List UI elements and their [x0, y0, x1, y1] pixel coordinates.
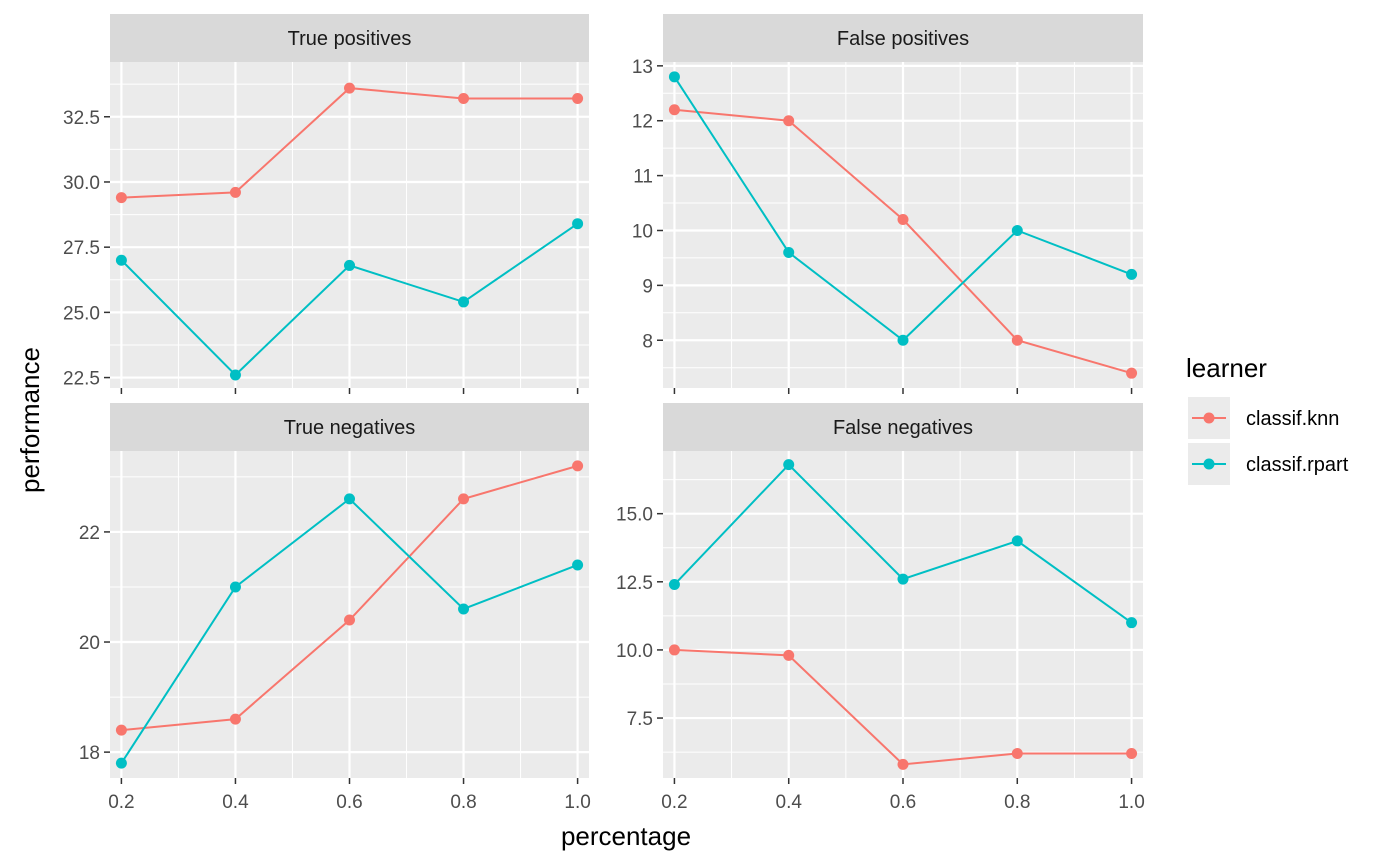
- data-point: [572, 559, 584, 571]
- panel-strip: [110, 14, 589, 62]
- panel-strip: [110, 403, 589, 451]
- data-point: [1011, 747, 1023, 759]
- y-tick-label: 20: [79, 633, 100, 654]
- y-tick-label: 10.0: [616, 641, 653, 662]
- data-point: [783, 115, 795, 127]
- panel: False negatives 7.5 10.0 12.5 15.0 0.2 0.4 0.6 0…: [616, 403, 1145, 813]
- data-point: [1126, 747, 1138, 759]
- data-point: [458, 93, 470, 105]
- panel-strip-label: True negatives: [284, 417, 416, 439]
- y-tick-label: 27.5: [63, 238, 100, 259]
- legend-entry-knn: classif.knn: [1188, 397, 1339, 439]
- data-point: [115, 757, 127, 769]
- y-tick-label: 12: [632, 112, 653, 133]
- data-point: [458, 493, 470, 505]
- data-point: [897, 334, 909, 346]
- data-point: [668, 104, 680, 116]
- panel-strip-label: False positives: [837, 28, 969, 50]
- y-tick-label: 8: [642, 331, 653, 352]
- x-tick-label: 0.6: [336, 792, 362, 813]
- panel: False positives 8 9 10 11 12 13: [632, 14, 1143, 394]
- y-tick-label: 22: [79, 523, 100, 544]
- x-tick-label: 0.4: [776, 792, 803, 813]
- y-tick-label: 32.5: [63, 108, 100, 129]
- y-tick-label: 10: [632, 221, 653, 242]
- data-point: [897, 758, 909, 770]
- legend-label-rpart: classif.rpart: [1246, 454, 1349, 476]
- x-tick-label: 0.2: [108, 792, 134, 813]
- data-point: [344, 259, 355, 271]
- data-point: [897, 214, 909, 226]
- data-point: [458, 296, 470, 308]
- data-point: [1011, 224, 1023, 236]
- y-tick-label: 18: [79, 743, 100, 764]
- data-point: [1126, 268, 1138, 280]
- x-tick-label: 1.0: [1118, 792, 1144, 813]
- data-point: [458, 603, 470, 615]
- data-point: [115, 192, 127, 204]
- data-point: [783, 459, 795, 471]
- y-tick-label: 12.5: [616, 573, 653, 594]
- data-point: [115, 724, 127, 736]
- panel: True negatives 18 20 22 0.2 0.4 0.6 0.8 1.0: [79, 403, 591, 813]
- y-tick-label: 15.0: [616, 505, 653, 526]
- panel-strip: [663, 403, 1143, 451]
- panel-strip-label: True positives: [288, 28, 412, 50]
- y-tick-label: 25.0: [63, 303, 100, 324]
- data-point: [1126, 367, 1138, 379]
- x-axis-title: percentage: [561, 821, 691, 851]
- y-tick-label: 30.0: [63, 173, 100, 194]
- legend-key-point: [1203, 412, 1215, 424]
- data-point: [783, 649, 795, 661]
- data-point: [572, 218, 584, 230]
- data-point: [897, 573, 909, 585]
- data-point: [668, 71, 680, 83]
- data-point: [344, 614, 355, 626]
- x-tick-label: 0.8: [450, 792, 476, 813]
- x-tick-label: 0.4: [222, 792, 249, 813]
- x-tick-label: 1.0: [564, 792, 590, 813]
- x-tick-label: 0.6: [890, 792, 916, 813]
- data-point: [229, 581, 241, 593]
- data-point: [668, 579, 680, 591]
- data-point: [1126, 617, 1138, 629]
- y-tick-label: 9: [642, 276, 653, 297]
- data-point: [572, 93, 584, 105]
- data-point: [229, 369, 241, 381]
- legend-label-knn: classif.knn: [1246, 408, 1339, 430]
- legend-title: learner: [1186, 353, 1267, 383]
- data-point: [229, 186, 241, 198]
- data-point: [1011, 334, 1023, 346]
- panel-strip-label: False negatives: [833, 417, 973, 439]
- panel: True positives 22.5 25.0 27.5 30.0 32.5: [63, 14, 589, 394]
- legend-key-point: [1203, 458, 1215, 470]
- legend: learner classif.knn classif.rpart: [1186, 353, 1349, 485]
- data-point: [344, 82, 355, 94]
- data-point: [668, 644, 680, 656]
- data-point: [1011, 535, 1023, 547]
- x-tick-label: 0.2: [661, 792, 687, 813]
- data-point: [572, 460, 584, 472]
- y-tick-label: 13: [632, 57, 653, 78]
- data-point: [115, 254, 127, 266]
- data-point: [783, 246, 795, 258]
- y-tick-label: 7.5: [627, 709, 653, 730]
- panel-strip: [663, 14, 1143, 62]
- data-point: [229, 713, 241, 725]
- y-tick-label: 11: [633, 167, 653, 188]
- y-axis-title: performance: [15, 347, 45, 493]
- x-tick-label: 0.8: [1004, 792, 1030, 813]
- data-point: [344, 493, 355, 505]
- y-tick-label: 22.5: [63, 369, 100, 390]
- panels-layer: True positives 22.5 25.0 27.5 30.0 32.5 False …: [63, 14, 1145, 813]
- legend-entry-rpart: classif.rpart: [1188, 443, 1349, 485]
